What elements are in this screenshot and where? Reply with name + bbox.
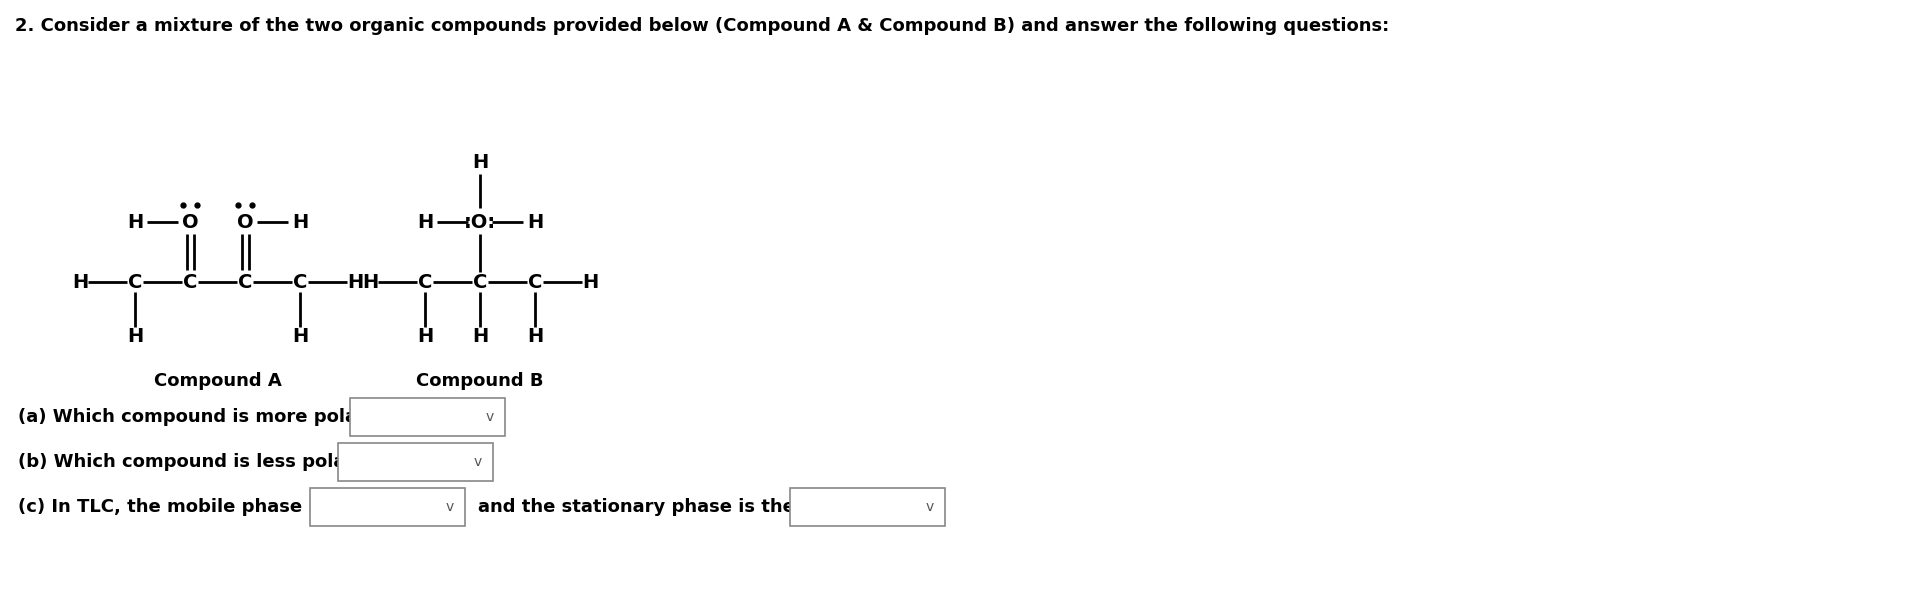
Text: 2. Consider a mixture of the two organic compounds provided below (Compound A & : 2. Consider a mixture of the two organic… (15, 17, 1389, 35)
Text: H: H (292, 327, 309, 346)
FancyBboxPatch shape (349, 398, 504, 436)
Text: O: O (182, 213, 198, 231)
Text: and the stationary phase is the: and the stationary phase is the (478, 498, 794, 516)
Text: H: H (71, 272, 88, 291)
Text: H: H (472, 153, 487, 172)
Text: C: C (474, 272, 487, 291)
Text: :O:: :O: (464, 213, 497, 231)
Text: (a) Which compound is more polar?: (a) Which compound is more polar? (17, 408, 376, 426)
Text: C: C (129, 272, 142, 291)
FancyBboxPatch shape (338, 443, 493, 481)
Text: C: C (293, 272, 307, 291)
Text: (c) In TLC, the mobile phase is the: (c) In TLC, the mobile phase is the (17, 498, 364, 516)
Text: H: H (363, 272, 378, 291)
Text: H: H (472, 327, 487, 346)
Text: H: H (581, 272, 598, 291)
Text: v: v (926, 500, 934, 514)
Text: v: v (474, 455, 481, 469)
Text: H: H (347, 272, 363, 291)
Text: C: C (418, 272, 432, 291)
Text: C: C (182, 272, 198, 291)
Text: Compound A: Compound A (153, 372, 282, 390)
Text: v: v (485, 410, 495, 424)
Text: H: H (527, 327, 543, 346)
Text: H: H (292, 213, 309, 231)
Text: H: H (127, 213, 144, 231)
Text: v: v (445, 500, 455, 514)
Text: O: O (236, 213, 253, 231)
Text: (b) Which compound is less polar?: (b) Which compound is less polar? (17, 453, 364, 471)
Text: H: H (416, 213, 433, 231)
Text: H: H (416, 327, 433, 346)
Text: H: H (527, 213, 543, 231)
Text: H: H (127, 327, 144, 346)
Text: Compound B: Compound B (416, 372, 543, 390)
Text: C: C (527, 272, 543, 291)
FancyBboxPatch shape (790, 488, 946, 526)
FancyBboxPatch shape (311, 488, 464, 526)
Text: C: C (238, 272, 251, 291)
